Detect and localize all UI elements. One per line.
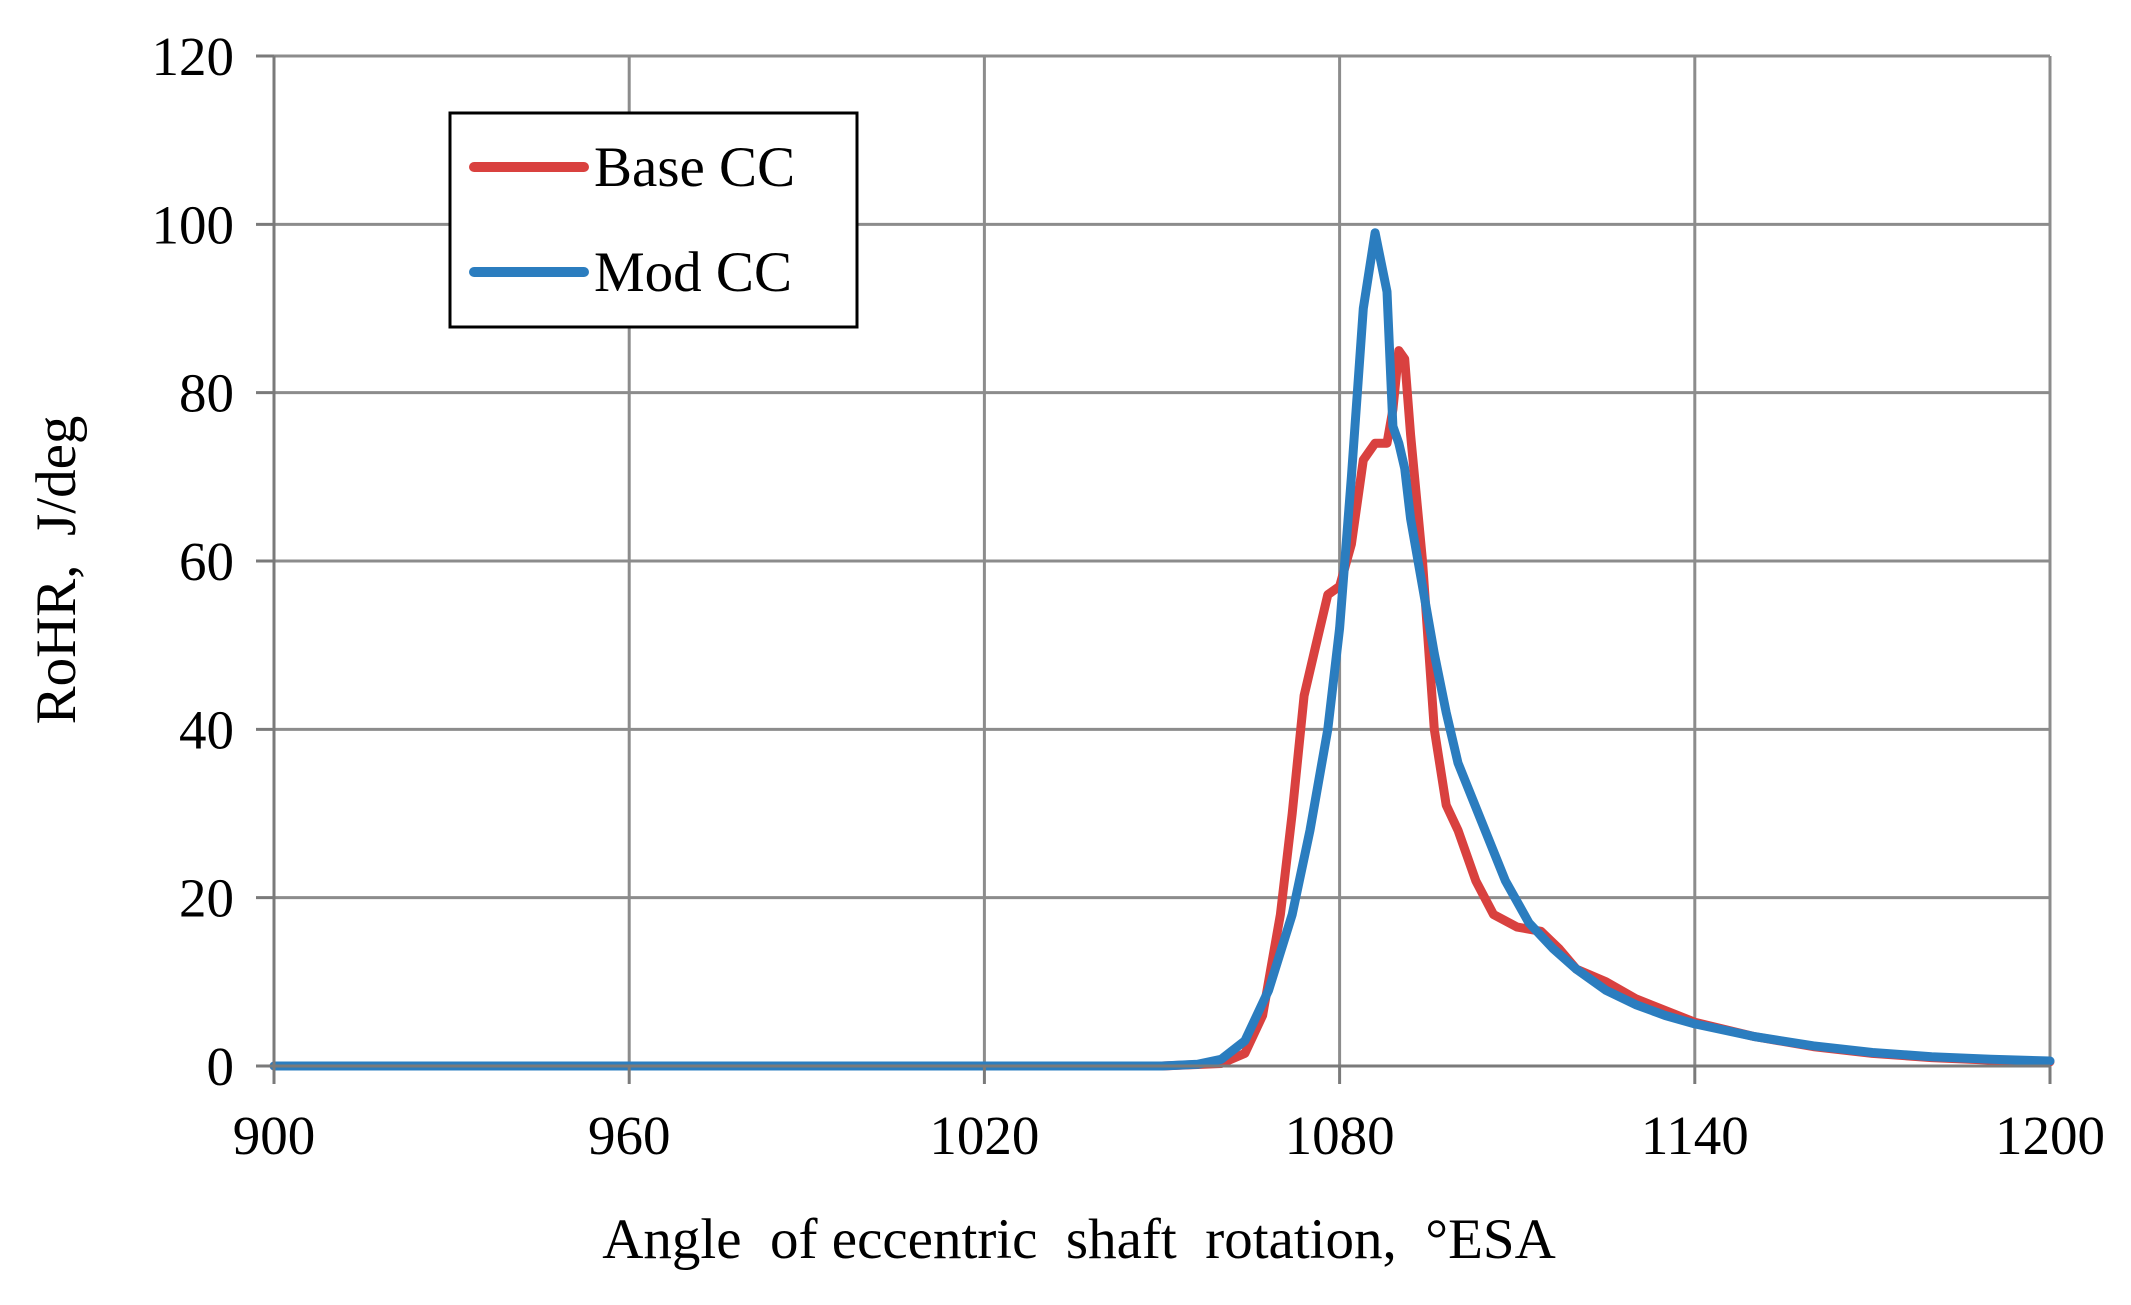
legend-label-mod-cc: Mod CC [594,241,792,304]
series-line-mod-cc [269,228,2055,1071]
axes: 0 20 40 60 80 100 120 900 960 1020 1080 1140 1200 [152,26,2106,1166]
y-tick-label-100: 100 [152,194,235,255]
x-axis-title: Angle of eccentric shaft rotation, °ESA [602,1208,1556,1271]
x-tick-label-960: 960 [588,1105,671,1166]
series-lines [269,228,2055,1071]
y-tick-label-40: 40 [179,699,234,760]
y-tick-label-0: 0 [207,1036,235,1097]
y-tick-label-60: 60 [179,531,234,592]
x-tick-label-1140: 1140 [1641,1105,1749,1166]
x-tick-label-1200: 1200 [1995,1105,2105,1166]
legend-label-base-cc: Base CC [594,136,795,199]
y-tick-label-20: 20 [179,868,234,929]
y-tick-label-80: 80 [179,363,234,424]
x-tick-label-1020: 1020 [929,1105,1039,1166]
legend: Base CC Mod CC [448,111,859,329]
legend-box [448,111,859,329]
y-axis-title: RoHR, J/deg [25,416,88,725]
x-tick-label-900: 900 [233,1105,316,1166]
series-line-base-cc [269,346,2055,1071]
y-tick-label-120: 120 [152,26,235,87]
x-tick-label-1080: 1080 [1285,1105,1395,1166]
